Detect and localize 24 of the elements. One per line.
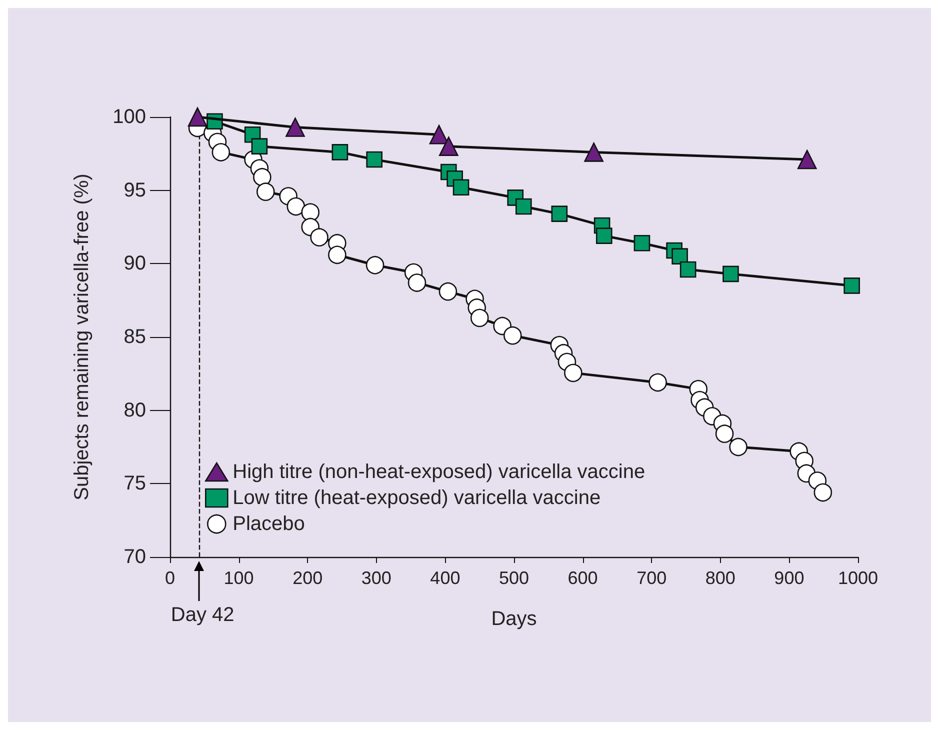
legend-label: High titre (non-heat-exposed) varicella vaccine [232,461,646,483]
x-tick-label: 700 [636,568,667,588]
legend-label: Low titre (heat-exposed) varicella vaccine [232,487,601,509]
x-tick-label: 600 [568,568,598,588]
x-tick-label: 100 [224,568,254,588]
x-tick-label: 500 [498,568,530,588]
y-tick-label: 75 [124,472,146,495]
x-tick-label: 300 [361,568,392,588]
x-tick-label: 400 [430,568,460,588]
x-tick-label: 1000 [838,568,878,588]
ref-line-label: Day 42 [170,604,234,626]
y-tick-label: 85 [124,326,146,348]
x-axis-title: Days [491,608,537,630]
x-tick-label: 800 [705,568,736,588]
y-axis-title: Subjects remaining varicella-free (%) [71,174,93,500]
y-tick-label: 100 [112,106,146,128]
x-tick-label: 900 [774,568,804,588]
x-tick-label: 200 [292,568,323,588]
x-tick-label: 0 [164,568,176,588]
y-tick-label: 95 [124,179,146,202]
legend-label: Placebo [232,513,305,535]
y-tick-label: 80 [124,399,146,422]
y-tick-label: 90 [124,252,146,275]
y-tick-label: 70 [124,546,146,568]
